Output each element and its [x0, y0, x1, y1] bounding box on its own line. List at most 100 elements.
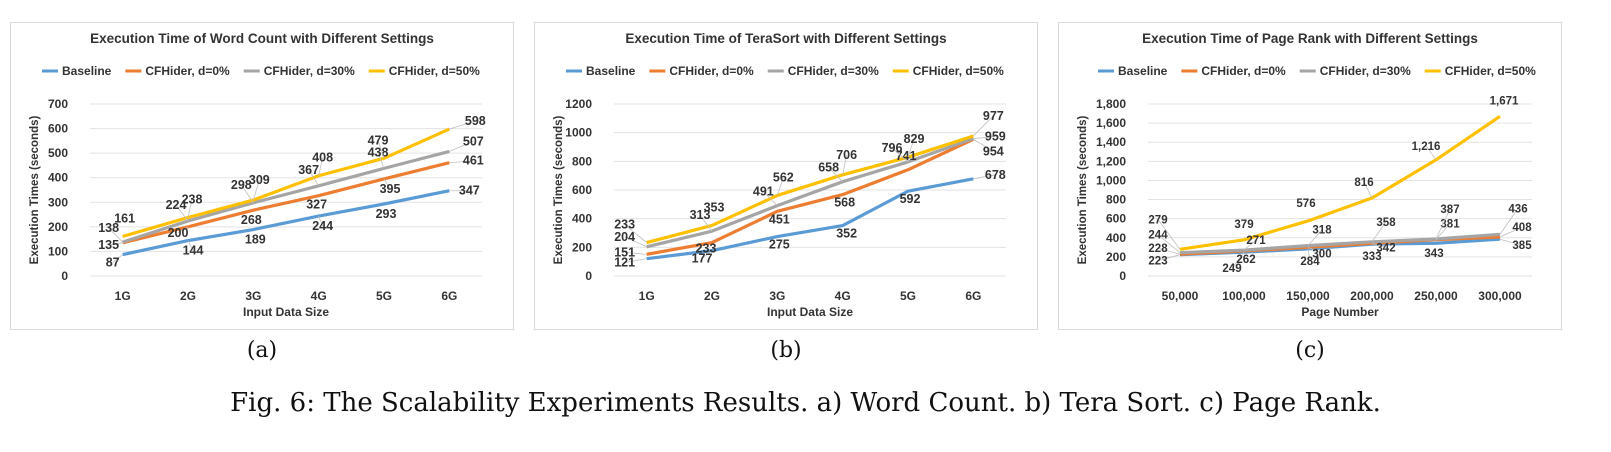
- chart-page-rank: Execution Time of Page Rank with Differe…: [1058, 22, 1562, 330]
- data-label: 121: [614, 256, 635, 270]
- data-label: 408: [1512, 222, 1532, 234]
- y-tick-label: 600: [572, 183, 592, 197]
- data-label: 238: [182, 193, 203, 207]
- chart-panel-word-count: Execution Time of Word Count with Differ…: [10, 22, 514, 330]
- x-tick-label: 6G: [441, 289, 457, 303]
- chart-panel-page-rank: Execution Time of Page Rank with Differe…: [1058, 22, 1562, 330]
- data-label: 352: [836, 227, 857, 241]
- data-label: 151: [614, 245, 635, 259]
- series-line: [646, 137, 975, 256]
- data-label: 268: [241, 213, 262, 227]
- data-label: 327: [306, 198, 327, 212]
- series-line: [122, 127, 450, 238]
- series-line: [122, 189, 450, 257]
- leader-line: [1435, 208, 1451, 240]
- leader-line: [318, 215, 324, 227]
- data-label: 461: [463, 154, 484, 168]
- data-label: 262: [1236, 254, 1255, 266]
- leader-line: [187, 240, 194, 251]
- leader-line: [449, 120, 476, 130]
- data-label: 228: [1148, 243, 1168, 255]
- y-tick-label: 1200: [565, 97, 592, 111]
- leader-line: [308, 169, 320, 187]
- leader-line: [1425, 145, 1437, 161]
- data-label: 381: [1440, 219, 1460, 231]
- data-label: 249: [1222, 263, 1241, 275]
- leader-line: [241, 184, 254, 203]
- series-line: [1179, 232, 1501, 255]
- leader-line: [175, 204, 189, 222]
- data-label: 1,671: [1490, 95, 1519, 107]
- leader-line: [1307, 248, 1311, 261]
- data-label: 177: [692, 252, 713, 266]
- x-tick-label: 300,000: [1478, 289, 1522, 303]
- data-label: 279: [1148, 214, 1167, 226]
- data-label: 379: [1234, 219, 1253, 231]
- data-label: 568: [834, 196, 855, 210]
- y-tick-label: 800: [1106, 193, 1126, 207]
- leader-line: [449, 160, 474, 164]
- y-tick-label: 0: [585, 269, 592, 283]
- y-axis-label: Execution Times (seconds): [553, 115, 565, 264]
- data-label: 507: [463, 134, 484, 148]
- data-label: 816: [1354, 177, 1373, 189]
- data-label: 224: [166, 198, 187, 212]
- data-label: 1,216: [1412, 141, 1441, 153]
- chart-border: [1058, 22, 1562, 330]
- data-label: 829: [904, 132, 925, 146]
- y-tick-label: 1,000: [1096, 173, 1126, 187]
- x-axis-label: Input Data Size: [767, 305, 853, 319]
- data-label: 706: [836, 148, 857, 162]
- x-tick-label: 6G: [965, 289, 981, 303]
- leader-line: [1307, 229, 1323, 246]
- data-label: 284: [1300, 256, 1320, 268]
- leader-line: [108, 242, 123, 246]
- x-tick-label: 200,000: [1350, 289, 1394, 303]
- data-label: 138: [98, 221, 119, 235]
- x-tick-label: 150,000: [1286, 289, 1330, 303]
- leader-line: [1157, 247, 1181, 255]
- chart-title: Execution Time of Page Rank with Differe…: [1142, 31, 1478, 46]
- subcaption-c: (c): [1295, 338, 1325, 363]
- y-tick-label: 1,200: [1096, 154, 1126, 168]
- data-label: 144: [183, 244, 204, 258]
- y-tick-label: 700: [48, 97, 68, 111]
- leader-line: [377, 140, 385, 159]
- leader-line: [187, 199, 193, 218]
- data-label: 298: [231, 178, 252, 192]
- leader-line: [383, 178, 391, 190]
- x-tick-label: 1G: [639, 289, 655, 303]
- chart-border: [10, 22, 514, 330]
- leader-line: [1363, 181, 1373, 199]
- chart-word-count: Execution Time of Word Count with Differ…: [10, 22, 514, 330]
- leader-line: [763, 191, 778, 206]
- leader-line: [1231, 251, 1245, 269]
- y-tick-label: 1000: [565, 126, 592, 140]
- data-label: 658: [818, 161, 839, 175]
- data-label: 395: [380, 182, 401, 196]
- y-tick-label: 400: [48, 171, 68, 185]
- series-line: [646, 177, 974, 261]
- x-tick-label: 5G: [900, 289, 916, 303]
- y-tick-label: 200: [48, 220, 68, 234]
- x-tick-label: 250,000: [1414, 289, 1458, 303]
- x-tick-label: 100,000: [1222, 289, 1266, 303]
- leader-line: [776, 177, 784, 196]
- data-label: 313: [690, 208, 711, 222]
- data-label: 271: [1246, 235, 1266, 247]
- y-tick-label: 1,400: [1096, 135, 1126, 149]
- y-tick-label: 1,600: [1096, 116, 1126, 130]
- data-label: 189: [245, 233, 266, 247]
- chart-panel-terasort: Execution Time of TeraSort with Differen…: [534, 22, 1038, 330]
- legend-label: CFHider, d=0%: [1201, 64, 1286, 78]
- leader-line: [449, 141, 474, 152]
- legend-label: CFHider, d=30%: [788, 64, 879, 78]
- series-line: [646, 134, 974, 245]
- data-label: 293: [376, 207, 397, 221]
- leader-line: [377, 152, 385, 169]
- data-label: 161: [114, 211, 135, 225]
- data-label: 244: [312, 219, 333, 233]
- y-axis-label: Execution Times (seconds): [29, 115, 41, 264]
- data-label: 87: [106, 256, 120, 270]
- leader-line: [624, 251, 647, 255]
